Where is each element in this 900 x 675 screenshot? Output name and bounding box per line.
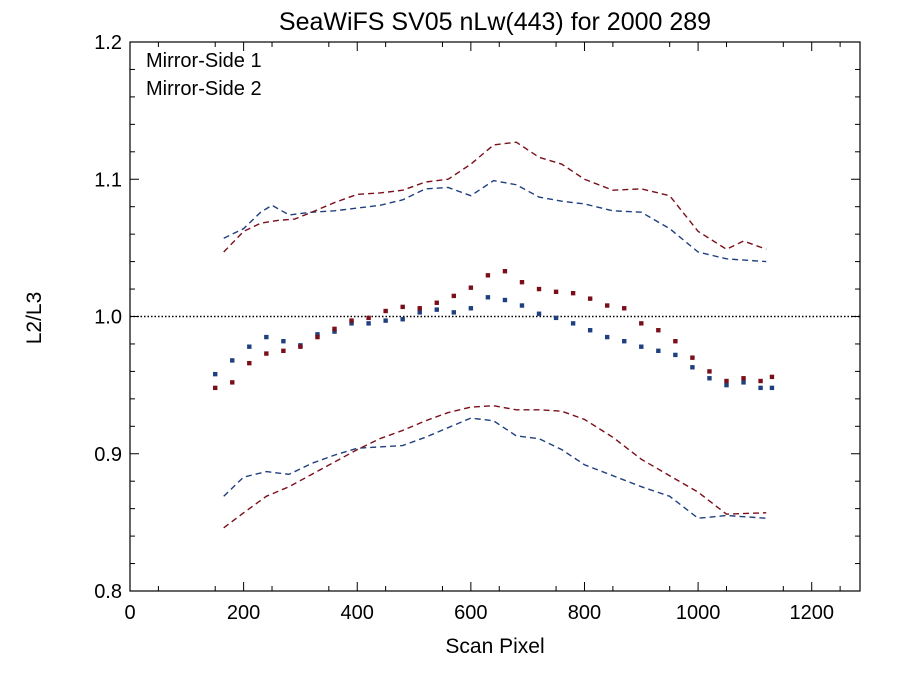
series-1-point (656, 348, 661, 354)
series-2-point (673, 339, 678, 344)
series-2-point (315, 334, 320, 340)
x-tick-label-0: 0 (124, 602, 135, 624)
series-2-point (247, 360, 252, 366)
series-2-point (264, 351, 269, 356)
series-1-point (213, 371, 218, 377)
series-1-point (758, 385, 763, 391)
series-2-point (213, 385, 218, 391)
series-2-point (485, 273, 491, 278)
series-2-point (349, 318, 354, 323)
series-1-point (769, 385, 775, 391)
series-2-point (332, 326, 337, 332)
series-1-point (724, 382, 729, 388)
series-2-upper-bound (223, 141, 767, 253)
series-2-point (281, 348, 286, 354)
series-2-point (536, 286, 542, 292)
legend-entry-mirror-side-2: Mirror-Side 2 (146, 78, 262, 100)
x-axis-label: Scan Pixel (445, 635, 544, 658)
series-2-point (298, 344, 303, 349)
series-2-point (741, 376, 746, 381)
series-1-point (332, 329, 337, 334)
x-tick-label-3: 600 (454, 602, 487, 624)
y-tick-label-3: 1.1 (94, 169, 122, 191)
series-1-point (366, 321, 371, 326)
y-axis-label: L2/L3 (23, 292, 46, 345)
series-1-point (536, 311, 542, 316)
series-1-point (485, 295, 491, 300)
series-2-point (758, 378, 763, 384)
series-2-lower-bound (223, 405, 767, 529)
series-1-point (434, 307, 439, 312)
series-1-point (553, 315, 559, 321)
series-1-point (604, 334, 610, 340)
series-2-point (366, 315, 371, 321)
legend-entry-mirror-side-1: Mirror-Side 1 (146, 50, 262, 72)
x-tick-label-2: 400 (341, 602, 374, 624)
series-2-point (468, 285, 474, 290)
series-2-point (417, 306, 422, 311)
series-2-point (604, 303, 610, 308)
series-2-point (690, 355, 695, 360)
series-1-point (315, 332, 320, 337)
series-1-upper-bound (223, 179, 767, 263)
series-1-point (673, 352, 678, 358)
series-2-point (724, 378, 729, 384)
series-1-point (349, 321, 354, 326)
series-1-point (502, 297, 508, 303)
y-tick-label-0: 0.8 (94, 581, 122, 603)
series-1-point (417, 310, 422, 315)
x-tick-label-5: 1000 (676, 602, 721, 624)
series-1-point (281, 339, 286, 344)
series-1-point (570, 321, 576, 326)
y-tick-label-1: 0.9 (94, 444, 122, 466)
series-1-point (639, 344, 644, 349)
series-1-point (741, 380, 746, 385)
series-1-point (690, 365, 695, 370)
series-1-point (587, 328, 593, 333)
series-2-point (434, 300, 439, 305)
series-1-point (230, 358, 235, 363)
series-2-point (587, 296, 593, 301)
series-1-point (707, 376, 712, 381)
series-2-point (519, 279, 525, 285)
x-tick-label-6: 1200 (789, 602, 834, 624)
series-1-point (451, 310, 457, 315)
series-2-point (622, 306, 627, 311)
x-tick-label-1: 200 (227, 602, 260, 624)
series-2-point (570, 290, 576, 296)
series-1-point (247, 344, 252, 349)
x-tick-label-4: 800 (568, 602, 601, 624)
series-1-point (468, 306, 474, 311)
series-2-point (639, 321, 644, 326)
y-tick-label-4: 1.2 (94, 32, 122, 54)
series-1-lower-bound (223, 417, 767, 519)
series-2-point (769, 374, 775, 380)
series-2-point (451, 293, 457, 299)
plot-area: 0 200 400 600 800 1000 1200 0.8 0.9 1.0 1.1 1.2 (94, 32, 860, 624)
series-1-point (519, 303, 525, 308)
chart-title: SeaWiFS SV05 nLw(443) for 2000 289 (279, 8, 711, 36)
series-2-point (383, 308, 388, 314)
series-1-point (264, 334, 269, 340)
y-tick-label-2: 1.0 (94, 307, 122, 329)
series-2-point (400, 304, 405, 310)
series-1-point (383, 318, 388, 323)
series-2-point (707, 369, 712, 374)
series-2-point (553, 289, 559, 294)
series-2-point (656, 328, 661, 333)
series-2-point (230, 380, 235, 385)
series-1-point (622, 339, 627, 344)
plot-frame (129, 41, 861, 592)
series-1-point (400, 317, 405, 322)
series-2-point (502, 269, 508, 274)
